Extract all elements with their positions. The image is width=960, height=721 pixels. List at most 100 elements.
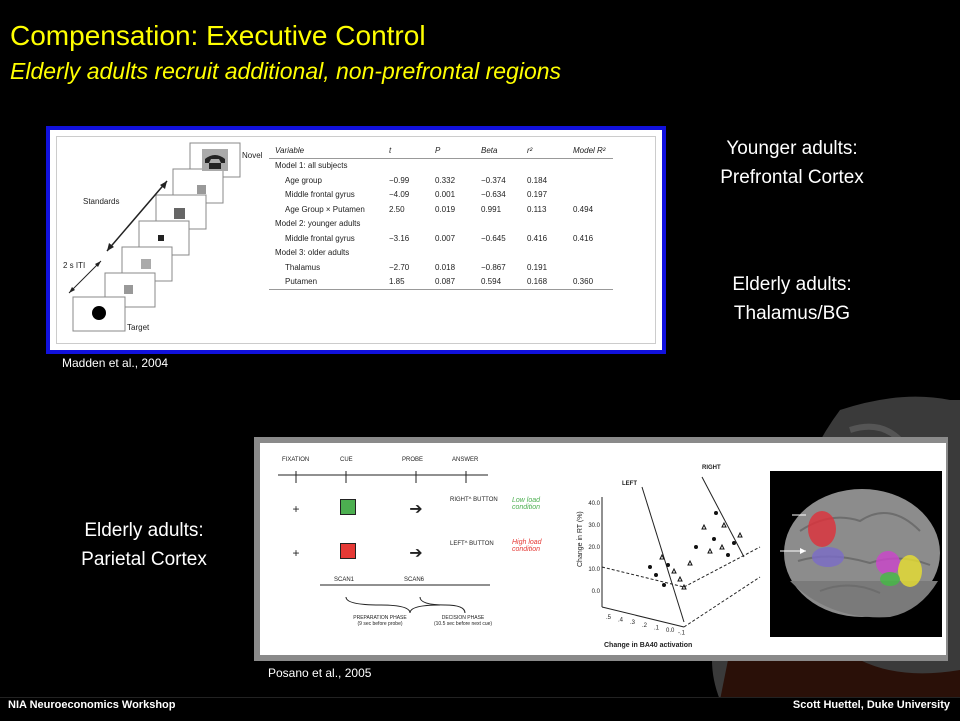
scatter-point — [712, 537, 716, 541]
scatter-point — [662, 583, 666, 587]
table-cell-value: 0.019 — [435, 204, 456, 214]
table-cell-value — [383, 217, 429, 232]
table-cell-value — [383, 246, 429, 261]
table-cell-value: 0.991 — [481, 204, 502, 214]
table-cell-value: 1.85 — [383, 274, 429, 290]
fixation-label: FIXATION — [282, 457, 310, 463]
madden-citation: Madden et al., 2004 — [62, 356, 169, 370]
table-cell-variable: Middle frontal gyrus — [285, 233, 355, 243]
table-cell-value: 0.168 — [521, 274, 567, 290]
elderly-parietal-label: Elderly adults: Parietal Cortex — [81, 520, 207, 570]
scatter-point — [737, 531, 743, 538]
table-cell-value: r² — [521, 143, 567, 159]
table-cell-variable: Variable — [269, 143, 383, 159]
table-cell-value: 0.018 — [435, 262, 456, 272]
table-cell-value: 2.50 — [389, 204, 405, 214]
scatter-x-tick: .5 — [606, 615, 612, 621]
scatter-x-tick: 0.0 — [666, 628, 675, 634]
footer-author: Scott Huettel, Duke University — [792, 699, 950, 711]
table-cell-variable: Middle frontal gyrus — [285, 190, 355, 200]
left-hemisphere-label: LEFT — [622, 481, 637, 487]
table-cell-value — [429, 158, 475, 173]
brain-activation-image — [770, 471, 942, 637]
younger-adults-label: Younger adults: Prefrontal Cortex — [720, 138, 864, 188]
table-cell-value: −3.16 — [389, 233, 410, 243]
low-load-cue-square — [340, 499, 356, 515]
table-cell-value: 0.360 — [567, 274, 613, 290]
table-cell-variable: Age Group × Putamen — [285, 204, 365, 214]
cue-label: CUE — [340, 457, 353, 463]
preparation-phase-label: PREPARATION PHASE (9 sec before probe) — [353, 615, 407, 627]
table-cell-value: 0.191 — [527, 262, 548, 272]
table-cell-value: t — [383, 143, 429, 159]
scatter-x-tick: -.1 — [678, 631, 686, 637]
table-cell-variable: Age group — [285, 175, 322, 185]
scatter-x-axis-label: Change in BA40 activation — [604, 642, 692, 649]
svg-text:➔: ➔ — [409, 545, 422, 562]
table-cell-value: 0.001 — [435, 190, 456, 200]
scatter-point — [701, 523, 707, 530]
scatter-point — [687, 559, 693, 566]
ba40-scatter-plot: LEFT RIGHT 40.0 30.0 20.0 10.0 0.0 .5 .4 .3 .2.… — [577, 465, 761, 649]
svg-text:+: + — [292, 502, 299, 516]
table-row: Thalamus −2.70 0.018 −0.867 0.191 — [269, 260, 613, 275]
table-cell-value: −0.634 — [481, 190, 506, 200]
slide-subtitle: Elderly adults recruit additional, non-p… — [10, 58, 562, 84]
table-cell-value: 0.087 — [429, 274, 475, 290]
brain-activation-region — [898, 555, 922, 587]
table-cell-value — [567, 173, 613, 188]
table-cell-value: 0.416 — [573, 233, 594, 243]
table-header-row: Variable t P Beta r² Model R² — [269, 143, 613, 159]
scatter-point — [714, 511, 718, 515]
scatter-x-tick: .2 — [642, 623, 648, 629]
table-model-row: Model 3: older adults — [269, 246, 613, 261]
scan6-label: SCAN6 — [404, 577, 425, 583]
table-cell-value: −2.70 — [389, 262, 410, 272]
scatter-y-tick: 40.0 — [588, 501, 600, 507]
brain-activation-region — [812, 547, 844, 567]
scatter-point — [726, 553, 730, 557]
low-load-label: Low load condition — [512, 497, 541, 511]
task-timeline-diagram: + + ➔ ➔ — [278, 471, 490, 614]
brain-activation-region — [880, 572, 900, 586]
table-cell-variable: Model 1: all subjects — [275, 161, 348, 171]
scatter-x-tick: .3 — [630, 620, 636, 626]
scatter-point — [694, 545, 698, 549]
scatter-y-tick: 30.0 — [588, 523, 600, 529]
table-model-row: Model 1: all subjects — [269, 158, 613, 173]
table-row: Age Group × Putamen 2.50 0.019 0.991 0.113 0.… — [269, 202, 613, 217]
table-cell-value — [383, 158, 429, 173]
table-cell-value: 0.184 — [527, 175, 548, 185]
table-cell-value — [567, 246, 613, 261]
target-label: Target — [127, 323, 150, 332]
madden-figure: Standards 2 s ITI Novel Target Variable t… — [46, 126, 666, 354]
table-cell-variable: Putamen — [269, 274, 383, 290]
table-cell-value — [475, 217, 521, 232]
table-model-row: Model 2: younger adults — [269, 217, 613, 232]
scatter-point — [654, 573, 658, 577]
table-cell-value — [475, 246, 521, 261]
high-load-cue-square — [340, 543, 356, 559]
table-cell-variable: Thalamus — [285, 262, 321, 272]
table-cell-value — [521, 217, 567, 232]
table-cell-value — [475, 158, 521, 173]
scatter-point — [666, 563, 670, 567]
scatter-point — [659, 553, 665, 560]
brain-activation-region — [876, 551, 900, 575]
table-cell-value: 0.416 — [527, 233, 548, 243]
table-cell-variable: Model 3: older adults — [275, 248, 350, 258]
answer-label: ANSWER — [452, 457, 479, 463]
footer-workshop-name: NIA Neuroeconomics Workshop — [8, 699, 176, 711]
right-hemisphere-label: RIGHT — [702, 465, 721, 471]
scatter-x-tick: .4 — [618, 618, 624, 624]
high-load-label: High load condition — [512, 539, 542, 553]
iti-label: 2 s ITI — [63, 261, 86, 270]
table-cell-variable: Model 2: younger adults — [275, 219, 361, 229]
posano-figure: + + ➔ ➔ FIXATION CUE PROBE ANSWER RIGHT^… — [254, 437, 948, 661]
oddball-paradigm-diagram — [68, 142, 241, 332]
table-cell-value — [521, 246, 567, 261]
table-cell-value — [567, 158, 613, 173]
table-row: Age group −0.99 0.332 −0.374 0.184 — [269, 173, 613, 188]
footer-bar — [0, 697, 960, 721]
svg-text:➔: ➔ — [409, 501, 422, 518]
